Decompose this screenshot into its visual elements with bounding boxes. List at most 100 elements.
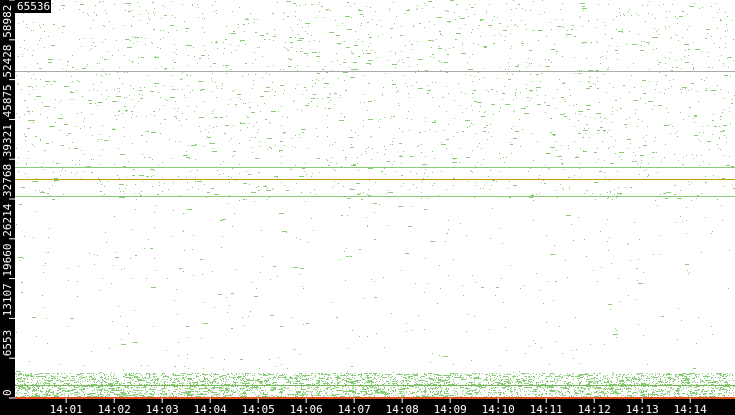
data-point xyxy=(680,198,681,199)
data-point xyxy=(518,4,520,5)
data-point xyxy=(263,186,267,187)
data-point xyxy=(450,395,454,396)
data-point xyxy=(42,102,43,103)
data-point xyxy=(19,387,20,388)
data-point xyxy=(679,388,680,389)
data-point xyxy=(650,101,651,102)
data-point xyxy=(93,373,94,374)
data-point xyxy=(214,387,218,388)
data-point xyxy=(445,10,447,11)
data-point xyxy=(498,379,499,380)
data-point xyxy=(401,163,402,164)
data-point xyxy=(527,106,528,107)
data-point xyxy=(433,41,434,42)
data-point xyxy=(468,181,469,182)
data-point xyxy=(300,51,301,52)
data-point xyxy=(253,383,254,384)
data-point xyxy=(582,6,584,7)
data-point xyxy=(26,164,27,165)
data-point xyxy=(275,145,276,146)
data-point xyxy=(171,1,172,2)
data-point xyxy=(536,87,541,88)
data-point xyxy=(91,377,92,378)
data-point xyxy=(601,388,602,389)
data-point xyxy=(393,379,394,380)
data-point xyxy=(711,373,712,374)
data-point xyxy=(23,375,24,376)
data-point xyxy=(152,379,153,380)
data-point xyxy=(500,394,501,395)
data-point xyxy=(531,387,532,388)
data-point xyxy=(677,198,682,199)
data-point xyxy=(158,378,159,379)
data-point xyxy=(615,50,618,51)
data-point xyxy=(492,375,493,376)
data-point xyxy=(114,393,115,394)
data-point xyxy=(64,373,65,374)
data-point xyxy=(583,150,584,151)
data-point xyxy=(118,387,119,388)
data-point xyxy=(726,381,727,382)
data-point xyxy=(353,384,354,385)
data-point xyxy=(391,389,392,390)
data-point xyxy=(489,373,490,374)
data-point xyxy=(495,390,496,391)
data-point xyxy=(538,384,539,385)
data-point xyxy=(311,392,312,393)
data-point xyxy=(46,380,47,381)
data-point xyxy=(161,394,162,395)
data-point xyxy=(55,122,56,123)
data-point xyxy=(398,389,399,390)
data-point xyxy=(475,396,476,397)
data-point xyxy=(250,373,251,374)
data-point xyxy=(125,377,129,378)
data-point xyxy=(292,378,293,379)
data-point xyxy=(559,392,560,393)
data-point xyxy=(581,374,582,375)
data-point xyxy=(428,394,429,395)
data-point xyxy=(310,391,311,392)
data-point xyxy=(421,192,422,193)
data-point xyxy=(589,388,590,389)
data-point xyxy=(406,378,407,379)
data-point xyxy=(198,386,199,387)
data-point xyxy=(82,375,83,376)
data-point xyxy=(226,379,227,380)
data-point xyxy=(673,388,674,389)
data-point xyxy=(626,388,631,389)
data-point xyxy=(315,373,316,374)
data-point xyxy=(349,390,353,391)
data-point xyxy=(285,42,286,43)
data-point xyxy=(477,386,482,387)
data-point xyxy=(258,373,259,374)
data-point xyxy=(209,125,210,126)
data-point xyxy=(545,387,546,388)
data-point xyxy=(349,389,350,390)
data-point xyxy=(678,374,679,375)
data-point xyxy=(440,391,441,392)
data-point xyxy=(624,382,625,383)
data-point xyxy=(491,392,492,393)
data-point xyxy=(717,144,718,145)
data-point xyxy=(604,394,605,395)
data-point xyxy=(417,373,418,374)
data-point xyxy=(195,159,196,160)
data-point xyxy=(538,30,543,31)
data-point xyxy=(363,75,364,76)
data-point xyxy=(575,376,580,377)
data-point xyxy=(517,380,518,381)
data-point xyxy=(223,381,224,382)
data-point xyxy=(507,73,508,74)
data-point xyxy=(494,394,495,395)
data-point xyxy=(43,394,48,395)
data-point xyxy=(536,384,537,385)
data-point xyxy=(438,393,439,394)
data-point xyxy=(580,377,581,378)
data-point xyxy=(295,396,296,397)
data-point xyxy=(605,387,606,388)
data-point xyxy=(667,381,668,382)
data-point xyxy=(135,392,136,393)
data-point xyxy=(344,59,345,60)
data-point xyxy=(190,386,195,387)
data-point xyxy=(124,383,125,384)
